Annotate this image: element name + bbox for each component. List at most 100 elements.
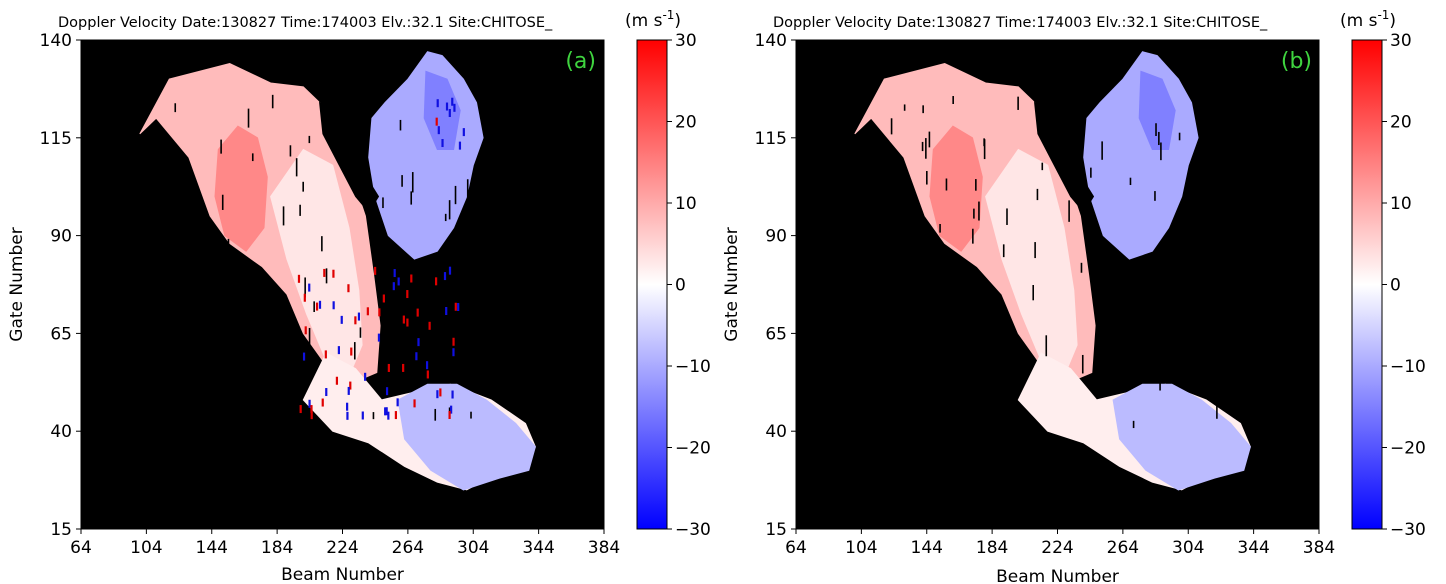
speckle	[436, 99, 439, 108]
speckle	[416, 308, 419, 317]
region-west-core	[214, 125, 268, 252]
speckle	[318, 300, 322, 309]
speckle	[426, 370, 429, 379]
speckle	[445, 102, 449, 111]
speckle	[441, 139, 444, 148]
colorbar-tick-label: 0	[675, 276, 686, 296]
x-tick-label: 384	[588, 538, 620, 558]
region-south-east-tail	[1112, 383, 1251, 491]
speckle	[308, 283, 311, 292]
panel-label: (a)	[565, 49, 596, 74]
x-tick-label: 344	[522, 538, 554, 558]
x-tick-label: 224	[326, 538, 358, 558]
panel-b: 64 104 144 184 224 264 304 344 384 15 40 65 90 115 140…	[722, 8, 1426, 584]
colorbar-tick-label: 20	[1390, 113, 1412, 133]
speckle	[310, 411, 313, 420]
speckle	[332, 301, 335, 310]
speckle	[303, 293, 306, 302]
speckle	[454, 302, 457, 311]
colorbar-tick-label: −20	[675, 439, 711, 459]
unit-superscript: -1	[1377, 8, 1389, 22]
speckle	[434, 277, 438, 286]
x-tick-label: 384	[1303, 538, 1335, 558]
speckle	[394, 411, 398, 420]
colorbar-tick-label: 30	[675, 31, 697, 51]
speckle	[428, 321, 431, 330]
y-tick-label: 65	[765, 324, 787, 344]
speckle	[410, 274, 413, 283]
x-axis-label: Beam Number	[996, 567, 1119, 584]
colorbar-unit-label: (m s-1)	[1340, 8, 1396, 31]
speckle	[385, 407, 388, 416]
speckle	[346, 402, 349, 411]
speckle	[304, 326, 307, 335]
speckle	[308, 399, 311, 408]
x-tick-label: 184	[261, 538, 293, 558]
speckle	[347, 284, 350, 293]
y-axis-label: Gate Number	[722, 227, 742, 341]
speckle	[457, 303, 460, 312]
colorbar-unit-label: (m s-1)	[625, 8, 681, 31]
region-north-east-core	[1138, 70, 1176, 150]
colorbar-tick-label: −30	[1390, 520, 1426, 540]
unit-close: )	[1389, 11, 1396, 31]
speckle	[323, 268, 326, 277]
speckle	[310, 405, 313, 414]
chart-title: Doppler Velocity Date:130827 Time:174003…	[58, 15, 553, 31]
speckle	[443, 272, 447, 281]
speckle	[347, 386, 350, 395]
region-north-east-core	[423, 70, 461, 150]
colorbar-tick-label: 20	[675, 113, 697, 133]
speckle	[451, 390, 454, 399]
x-tick-label: 264	[392, 538, 424, 558]
colorbar-tick-label: −30	[675, 520, 711, 540]
x-tick-label: 144	[911, 538, 943, 558]
x-tick-label: 144	[196, 538, 228, 558]
speckle	[377, 333, 381, 342]
speckle	[448, 108, 451, 117]
y-tick-label: 40	[50, 422, 72, 442]
speckle	[458, 141, 462, 150]
radar-gap-streaks	[870, 96, 1235, 429]
speckle	[393, 269, 396, 278]
y-tick-label: 115	[40, 129, 72, 149]
colorbar-tick-label: 30	[1390, 31, 1412, 51]
x-tick-label: 104	[845, 538, 877, 558]
speckle	[387, 363, 390, 372]
speckle	[448, 410, 451, 419]
unit-close: )	[674, 11, 681, 31]
speckle	[452, 348, 455, 357]
speckle	[387, 411, 390, 420]
speckle	[337, 346, 340, 355]
speckle	[445, 307, 448, 316]
x-tick-label: 304	[457, 538, 489, 558]
y-tick-label: 65	[50, 324, 72, 344]
x-tick-label: 304	[1172, 538, 1204, 558]
colorbar	[1351, 39, 1383, 530]
speckle	[397, 277, 400, 286]
x-tick-label: 104	[130, 538, 162, 558]
x-axis-label: Beam Number	[281, 565, 404, 584]
y-tick-label: 90	[50, 227, 72, 247]
y-tick-label: 90	[765, 227, 787, 247]
speckle	[402, 315, 405, 324]
speckle	[357, 312, 361, 321]
y-tick-label: 15	[765, 520, 787, 540]
speckle	[350, 347, 353, 356]
unit-main: (m s	[625, 11, 663, 31]
speckle	[385, 387, 389, 396]
x-tick-label: 64	[70, 538, 92, 558]
speckle	[453, 103, 456, 112]
speckle	[413, 399, 416, 408]
speckle	[462, 128, 465, 137]
speckle	[435, 117, 438, 126]
speckle	[406, 290, 409, 299]
speckle	[392, 282, 395, 291]
speckle	[415, 352, 418, 361]
colorbar-tick-label: 10	[1390, 194, 1412, 214]
x-tick-label: 64	[785, 538, 807, 558]
colorbar-tick-label: −20	[1390, 439, 1426, 459]
speckle	[297, 274, 301, 283]
speckle	[332, 269, 335, 278]
